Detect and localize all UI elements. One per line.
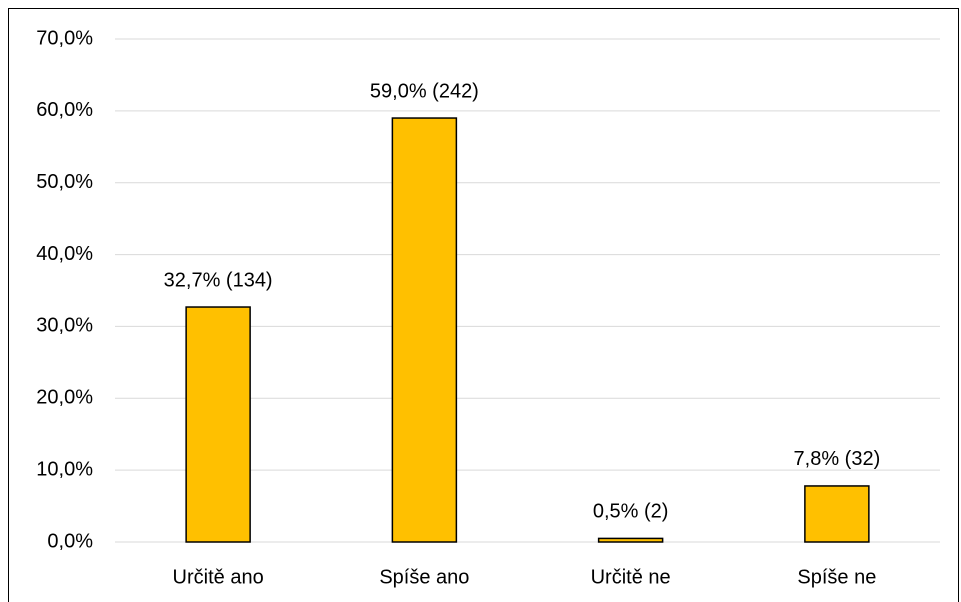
- x-tick-label: Spíše ano: [379, 566, 469, 588]
- bar: [391, 117, 458, 543]
- data-label: 0,5% (2): [593, 501, 669, 523]
- x-tick-label: Určitě ne: [591, 566, 671, 588]
- y-tick-label: 60,0%: [36, 99, 93, 121]
- y-tick-label: 40,0%: [36, 243, 93, 265]
- data-label: 7,8% (32): [794, 448, 881, 470]
- data-label: 59,0% (242): [370, 80, 479, 102]
- bar: [597, 537, 664, 543]
- chart-border: [8, 8, 959, 602]
- y-tick-label: 20,0%: [36, 387, 93, 409]
- bar: [185, 306, 251, 543]
- bar: [804, 485, 870, 543]
- y-tick-label: 0,0%: [47, 530, 93, 552]
- x-tick-label: Určitě ano: [173, 566, 264, 588]
- x-tick-label: Spíše ne: [797, 566, 876, 588]
- y-tick-label: 50,0%: [36, 171, 93, 193]
- y-tick-label: 70,0%: [36, 27, 93, 49]
- y-tick-label: 10,0%: [36, 458, 93, 480]
- y-tick-label: 30,0%: [36, 315, 93, 337]
- data-label: 32,7% (134): [164, 269, 273, 291]
